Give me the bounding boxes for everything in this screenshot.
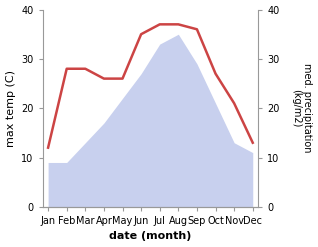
Y-axis label: med. precipitation
(kg/m2): med. precipitation (kg/m2) xyxy=(291,63,313,153)
X-axis label: date (month): date (month) xyxy=(109,231,192,242)
Y-axis label: max temp (C): max temp (C) xyxy=(5,70,16,147)
